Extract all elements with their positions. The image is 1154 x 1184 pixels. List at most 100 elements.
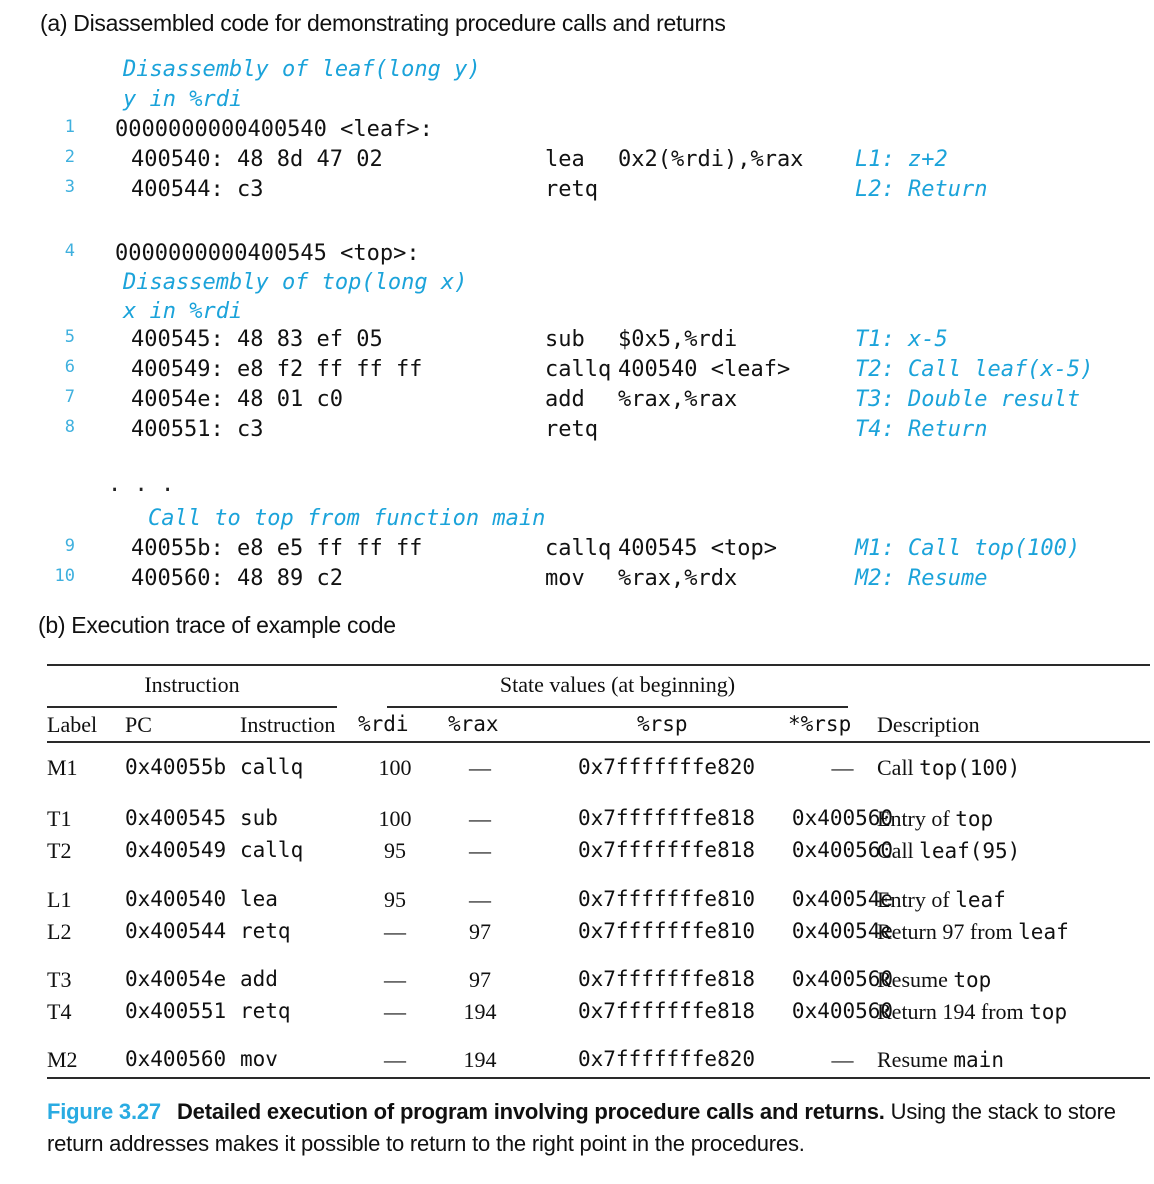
trace-row-t2: T2 0x400549 callq 95 — 0x7fffffffe818 0x… xyxy=(0,838,1154,869)
code-comment-line: x in %rdi xyxy=(0,299,1154,329)
code-line: 5 400545: 48 83 ef 05 sub $0x5,%rdi T1: … xyxy=(0,327,1154,357)
instruction-bytes: e8 f2 ff ff ff xyxy=(237,357,423,382)
trace-label: T1 xyxy=(47,806,72,831)
trace-rsp: 0x7fffffffe818 xyxy=(578,967,756,991)
instruction-address: 400540: xyxy=(131,147,224,172)
trace-label: L1 xyxy=(47,887,72,912)
col-header-pc: PC xyxy=(125,712,152,737)
line-number: 5 xyxy=(64,327,75,347)
line-number: 4 xyxy=(64,241,75,261)
instruction-address: 400551: xyxy=(131,417,224,442)
comment-text: x in %rdi xyxy=(123,299,243,324)
mnemonic: callq xyxy=(545,357,612,382)
instruction-bytes: 48 01 c0 xyxy=(237,387,343,412)
trace-pc: 0x400544 xyxy=(125,919,227,943)
col-header-rsp: %rsp xyxy=(637,712,688,736)
trace-rax: 97 xyxy=(469,967,491,992)
col-header-rdi: %rdi xyxy=(358,712,409,736)
trace-rdi: — xyxy=(384,1047,406,1072)
mnemonic: add xyxy=(545,387,585,412)
trace-pc: 0x400545 xyxy=(125,806,227,830)
section-b-heading: (b) Execution trace of example code xyxy=(38,612,396,638)
function-label: 0000000000400545 <top>: xyxy=(115,241,420,266)
mnemonic: sub xyxy=(545,327,585,352)
code-line: 1 0000000000400540 <leaf>: xyxy=(0,117,1154,147)
col-header-description: Description xyxy=(877,712,980,737)
trace-label: T2 xyxy=(47,838,72,863)
trace-description: Return 194 from top xyxy=(877,999,1068,1024)
trace-rdi: 95 xyxy=(384,887,406,912)
trace-rdi: — xyxy=(384,967,406,992)
trace-label: L2 xyxy=(47,919,72,944)
instruction-address: 400549: xyxy=(131,357,224,382)
mnemonic: retq xyxy=(545,417,598,442)
caption-title: Detailed execution of program involving … xyxy=(176,1099,885,1124)
instruction-bytes: 48 83 ef 05 xyxy=(237,327,383,352)
trace-star-rsp: — xyxy=(831,1047,854,1072)
inline-comment: L1: z+2 xyxy=(855,147,948,172)
trace-label: T4 xyxy=(47,999,72,1024)
code-ellipsis-line: . . . xyxy=(0,472,1154,502)
trace-description: Resume top xyxy=(877,967,992,992)
col-header-rax: %rax xyxy=(448,712,499,736)
trace-pc: 0x40055b xyxy=(125,755,227,779)
table-bottom-rule xyxy=(47,1077,1150,1079)
instruction-address: 400545: xyxy=(131,327,224,352)
code-comment-line: Disassembly of leaf(long y) xyxy=(0,57,1154,87)
instruction-address: 40054e: xyxy=(131,387,224,412)
line-number: 1 xyxy=(64,117,75,137)
inline-comment: L2: Return xyxy=(855,177,988,202)
code-line: 6 400549: e8 f2 ff ff ff callq 400540 <l… xyxy=(0,357,1154,387)
trace-rax: — xyxy=(469,887,491,912)
trace-label: M2 xyxy=(47,1047,78,1072)
line-number: 7 xyxy=(64,387,75,407)
instruction-bytes: 48 89 c2 xyxy=(237,566,343,591)
table-group-header-row: Instruction State values (at beginning) xyxy=(0,672,1154,703)
instruction-bytes: c3 xyxy=(237,417,264,442)
col-header-label: Label xyxy=(47,712,98,737)
caption-body: Using the stack to store return addresse… xyxy=(47,1099,1116,1156)
operands: $0x5,%rdi xyxy=(618,327,738,352)
operands: %rax,%rax xyxy=(618,387,738,412)
trace-pc: 0x400540 xyxy=(125,887,227,911)
trace-description: Entry of top xyxy=(877,806,994,831)
ellipsis: . . . xyxy=(108,472,175,497)
instruction-address: 40055b: xyxy=(131,536,224,561)
code-line: 8 400551: c3 retq T4: Return xyxy=(0,417,1154,447)
trace-instruction: sub xyxy=(240,806,278,830)
inline-comment: T3: Double result xyxy=(855,387,1081,412)
table-top-rule xyxy=(47,664,1150,666)
trace-pc: 0x400551 xyxy=(125,999,227,1023)
mnemonic: mov xyxy=(545,566,585,591)
trace-star-rsp: 0x40054e xyxy=(791,887,894,911)
table-header-row: Label PC Instruction %rdi %rax %rsp *%rs… xyxy=(0,712,1154,743)
trace-rax: — xyxy=(469,806,491,831)
operands: 400545 <top> xyxy=(618,536,777,561)
trace-description: Entry of leaf xyxy=(877,887,1006,912)
table-header-rule xyxy=(47,741,1150,743)
trace-rdi: — xyxy=(384,999,406,1024)
trace-star-rsp: — xyxy=(831,755,854,780)
state-group-underline xyxy=(387,706,848,708)
trace-rsp: 0x7fffffffe820 xyxy=(578,1047,756,1071)
trace-rsp: 0x7fffffffe810 xyxy=(578,887,756,911)
comment-text: Disassembly of leaf(long y) xyxy=(123,57,481,82)
code-comment-line: y in %rdi xyxy=(0,87,1154,117)
inline-comment: T4: Return xyxy=(855,417,988,442)
code-comment-line: Call to top from function main xyxy=(0,506,1154,536)
operands: %rax,%rdx xyxy=(618,566,738,591)
trace-label: T3 xyxy=(47,967,72,992)
trace-instruction: lea xyxy=(240,887,278,911)
section-a-heading: (a) Disassembled code for demonstrating … xyxy=(40,10,726,36)
line-number: 9 xyxy=(64,536,75,556)
inline-comment: T2: Call leaf(x-5) xyxy=(855,357,1094,382)
trace-description: Resume main xyxy=(877,1047,1004,1072)
trace-rsp: 0x7fffffffe810 xyxy=(578,919,756,943)
line-number: 8 xyxy=(64,417,75,437)
operands: 0x2(%rdi),%rax xyxy=(618,147,804,172)
instruction-group-underline xyxy=(47,706,337,708)
line-number: 3 xyxy=(64,177,75,197)
trace-pc: 0x40054e xyxy=(125,967,227,991)
trace-instruction: add xyxy=(240,967,278,991)
trace-description: Return 97 from leaf xyxy=(877,919,1069,944)
